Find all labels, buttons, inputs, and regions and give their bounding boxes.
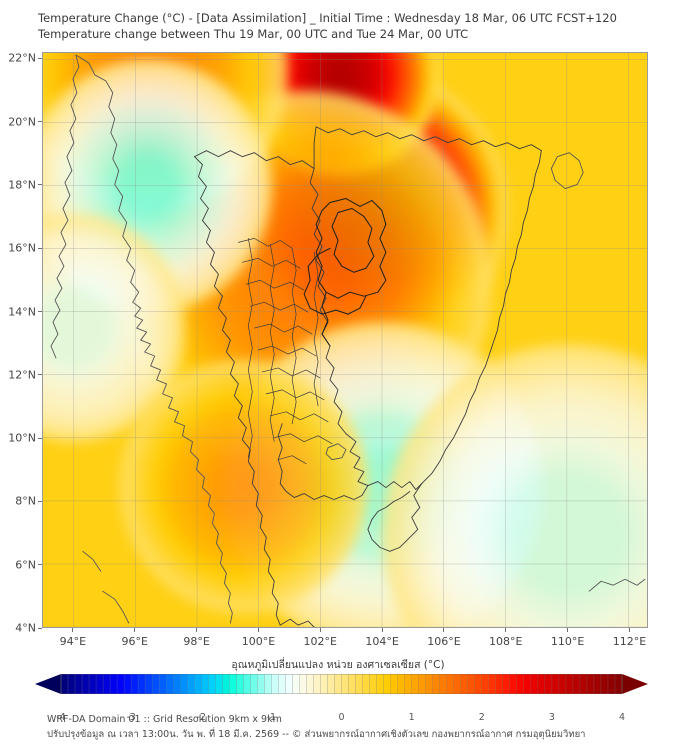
map-plot-area[interactable] bbox=[42, 52, 648, 628]
y-axis-tick-mark bbox=[38, 564, 42, 566]
x-axis-tick-label: 106°E bbox=[427, 635, 461, 648]
x-axis-tick-mark bbox=[257, 628, 259, 632]
y-axis-tick-label: 16°N bbox=[8, 241, 36, 255]
colorbar-tick-label: 2 bbox=[478, 712, 485, 723]
colorbar-strip[interactable]: -4 -3 -2 -1 0 1 2 3 4 bbox=[35, 674, 648, 723]
y-axis-tick-mark bbox=[38, 184, 42, 186]
colorbar-tick-label: 1 bbox=[408, 712, 415, 723]
x-axis-tick-mark bbox=[505, 628, 507, 632]
colorbar-tick-label: 4 bbox=[618, 712, 626, 723]
colorbar-tick-label: 3 bbox=[548, 712, 555, 723]
footer-block: WRF-DA Domain 01 :: Grid Resolution 9km … bbox=[47, 712, 667, 742]
temperature-anomaly-field bbox=[43, 53, 647, 627]
colorbar-tick-label: -2 bbox=[196, 712, 206, 723]
x-axis-tick-label: 104°E bbox=[365, 635, 399, 648]
title-line-1: Temperature Change (°C) - [Data Assimila… bbox=[38, 11, 617, 25]
chart-title-block: Temperature Change (°C) - [Data Assimila… bbox=[38, 10, 658, 42]
y-axis-tick-mark bbox=[38, 500, 42, 502]
y-axis-tick-label: 10°N bbox=[8, 431, 36, 445]
y-axis-tick-label: 20°N bbox=[8, 115, 36, 129]
y-axis-tick-label: 12°N bbox=[8, 368, 36, 382]
x-axis-tick-mark bbox=[381, 628, 383, 632]
x-axis-tick-label: 102°E bbox=[303, 635, 337, 648]
y-axis-tick-mark bbox=[38, 57, 42, 59]
graticule-grid bbox=[43, 53, 647, 627]
footer-line-2: ปรับปรุงข้อมูล ณ เวลา 13:00น. วัน พ. ที่… bbox=[47, 729, 586, 740]
y-axis-tick-label: 18°N bbox=[8, 178, 36, 192]
x-axis-tick-mark bbox=[443, 628, 445, 632]
colorbar-title: อุณหภูมิเปลี่ยนแปลง หน่วย องศาเซลเซียส (… bbox=[231, 659, 445, 671]
x-axis-tick-mark bbox=[134, 628, 136, 632]
anomaly-blob bbox=[120, 359, 368, 614]
colorbar-tick-label: -4 bbox=[56, 712, 66, 723]
title-line-2: Temperature change between Thu 19 Mar, 0… bbox=[38, 27, 469, 41]
y-axis-tick-label: 4°N bbox=[15, 621, 36, 635]
colorbar-tick-label: 0 bbox=[338, 712, 345, 723]
footer-line-1: WRF-DA Domain 01 :: Grid Resolution 9km … bbox=[47, 714, 282, 725]
x-axis-tick-label: 96°E bbox=[121, 635, 148, 648]
y-axis-tick-label: 8°N bbox=[15, 494, 36, 508]
x-axis-tick-mark bbox=[72, 628, 74, 632]
y-axis-tick-label: 14°N bbox=[8, 305, 36, 319]
coastline-and-borders bbox=[50, 54, 646, 627]
colorbar-swatches bbox=[35, 674, 648, 694]
x-axis-tick-label: 98°E bbox=[183, 635, 210, 648]
x-axis-tick-label: 112°E bbox=[612, 635, 647, 648]
x-axis-tick-label: 108°E bbox=[489, 635, 523, 648]
x-axis-tick-label: 100°E bbox=[241, 635, 276, 648]
y-axis-tick-mark bbox=[38, 437, 42, 439]
x-axis-tick-mark bbox=[567, 628, 569, 632]
map-figure: 22°N 20°N 18°N 16°N 14°N 12°N 10°N 8°N 6°N 4°N 94°… bbox=[8, 51, 648, 648]
y-axis-tick-mark bbox=[38, 627, 42, 629]
x-axis-tick-mark bbox=[319, 628, 321, 632]
y-axis-tick-mark bbox=[38, 121, 42, 123]
y-axis-tick-mark bbox=[38, 247, 42, 249]
colorbar: อุณหภูมิเปลี่ยนแปลง หน่วย องศาเซลเซียส (… bbox=[0, 656, 676, 723]
colorbar-tick-label: -1 bbox=[266, 712, 277, 723]
y-axis-tick-label: 6°N bbox=[15, 558, 36, 572]
y-axis-tick-mark bbox=[38, 311, 42, 313]
colorbar-tick-label: -3 bbox=[126, 712, 136, 723]
y-axis-tick-mark bbox=[38, 374, 42, 376]
x-axis-tick-label: 110°E bbox=[550, 635, 585, 648]
x-axis-tick-label: 94°E bbox=[59, 635, 87, 648]
y-axis-tick-label: 22°N bbox=[8, 51, 36, 65]
x-axis-tick-mark bbox=[628, 628, 630, 632]
x-axis-tick-mark bbox=[196, 628, 198, 632]
